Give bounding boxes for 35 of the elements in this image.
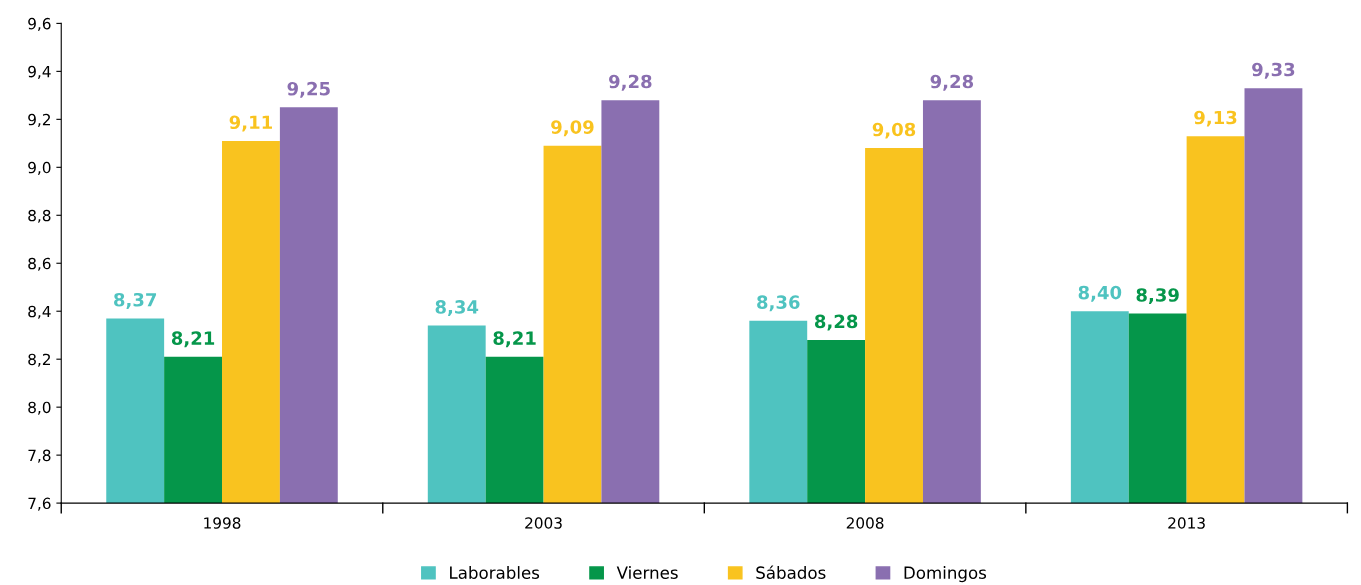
data-label: 8,21 (171, 331, 215, 348)
data-label: 9,33 (1252, 62, 1295, 79)
y-tick-label: 8,0 (28, 401, 51, 415)
data-label: 9,08 (872, 122, 916, 139)
data-label: 8,28 (814, 314, 858, 331)
data-label: 8,39 (1136, 288, 1179, 305)
y-tick-label: 8,2 (28, 353, 50, 367)
data-label: 9,28 (930, 74, 974, 91)
data-label: 8,21 (493, 331, 536, 348)
data-label: 8,34 (435, 300, 479, 317)
y-tick-label: 9,6 (28, 17, 51, 31)
legend-label: Laborables (450, 566, 540, 579)
data-label: 9,25 (287, 81, 330, 98)
y-tick-label: 7,6 (28, 497, 51, 511)
y-tick-label: 8,4 (28, 305, 51, 319)
legend-label: Viernes (616, 566, 678, 579)
y-tick-label: 8,6 (28, 257, 51, 271)
y-tick-label: 7,8 (28, 449, 51, 463)
y-tick-label: 9,2 (28, 113, 50, 127)
data-label: 9,13 (1194, 110, 1237, 127)
data-label: 9,11 (229, 115, 272, 132)
data-label: 8,40 (1078, 285, 1122, 302)
y-tick-label: 8,8 (28, 209, 51, 223)
x-tick-label: 2008 (846, 517, 884, 529)
data-label: 8,36 (757, 295, 800, 312)
x-tick-label: 2003 (525, 517, 562, 529)
legend-label: Domingos (904, 566, 987, 583)
data-label: 9,09 (551, 120, 594, 137)
data-label: 9,28 (609, 74, 652, 91)
y-tick-label: 9,4 (28, 65, 51, 79)
y-tick-label: 9,0 (28, 161, 51, 175)
data-label: 8,37 (114, 292, 157, 309)
x-tick-label: 1998 (204, 517, 241, 529)
legend-label: Sábados (756, 565, 826, 579)
x-tick-label: 2013 (1168, 517, 1205, 529)
